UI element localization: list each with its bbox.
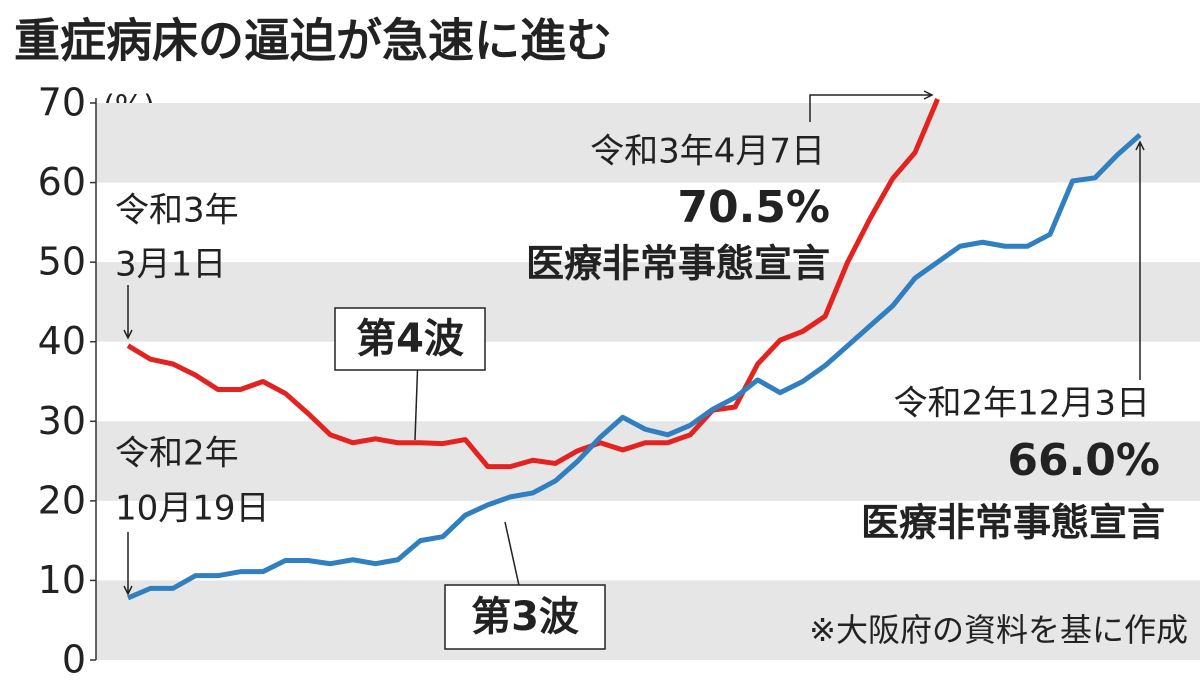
y-tick-label: 10 xyxy=(38,558,86,602)
y-tick-label: 30 xyxy=(38,399,86,443)
annotation: 令和2年12月3日 xyxy=(893,384,1150,424)
pointer xyxy=(414,369,419,441)
y-tick-label: 70 xyxy=(38,81,86,125)
plot-background xyxy=(96,103,1200,660)
series-label: 第4波 xyxy=(356,316,464,362)
annotation: 10月19日 xyxy=(115,489,270,529)
band xyxy=(96,103,1200,183)
arrow xyxy=(123,285,133,340)
line-series xyxy=(127,132,1142,601)
annotation: 3月1日 xyxy=(115,245,226,285)
y-tick-label: 20 xyxy=(38,478,86,522)
series-label: 第3波 xyxy=(471,594,579,640)
band xyxy=(96,580,1200,660)
band xyxy=(96,421,1200,501)
y-tick-label: 40 xyxy=(38,319,86,363)
arrow xyxy=(123,532,133,596)
y-tick-label: 0 xyxy=(62,638,86,682)
chart-title: 重症病床の逼迫が急速に進む xyxy=(14,14,612,68)
source-note: ※大阪府の資料を基に作成 xyxy=(809,611,1188,649)
label-box xyxy=(334,307,486,371)
annotation: 70.5% xyxy=(677,182,830,233)
annotation: 令和3年 xyxy=(115,191,239,231)
annotation: 66.0% xyxy=(1007,435,1160,486)
annotation: 医療非常事態宣言 xyxy=(861,501,1165,545)
y-tick-label: 50 xyxy=(38,240,86,284)
band xyxy=(96,262,1200,342)
annotation: 医療非常事態宣言 xyxy=(526,242,830,286)
arrow xyxy=(1135,140,1145,380)
annotation: 令和2年 xyxy=(115,434,239,474)
annotation: 令和3年4月7日 xyxy=(590,132,825,172)
y-tick-label: 60 xyxy=(38,160,86,204)
arrow xyxy=(809,90,934,122)
label-box xyxy=(444,584,606,650)
line-series xyxy=(126,98,940,470)
